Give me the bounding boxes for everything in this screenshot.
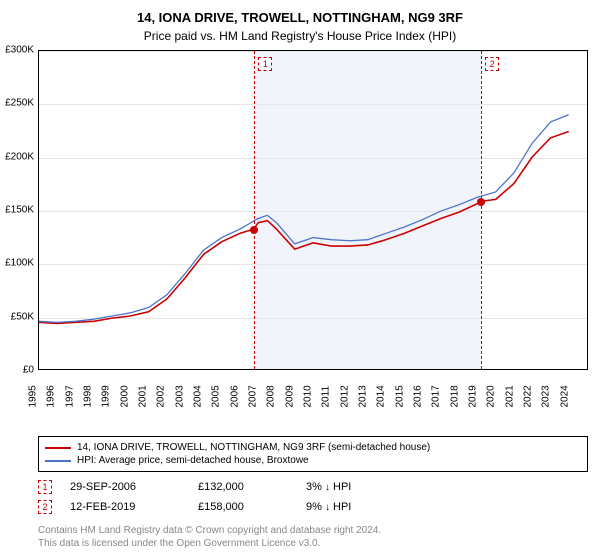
x-tick-label: 2008 bbox=[266, 385, 277, 407]
x-tick-label: 1996 bbox=[46, 385, 57, 407]
x-tick-label: 2012 bbox=[339, 385, 350, 407]
marker-label-2: 2 bbox=[485, 57, 499, 71]
sale-row-1: 1 29-SEP-2006 £132,000 3% ↓ HPI bbox=[38, 480, 588, 494]
x-tick-label: 2016 bbox=[413, 385, 424, 407]
x-tick-label: 2006 bbox=[229, 385, 240, 407]
x-tick-label: 2005 bbox=[211, 385, 222, 407]
legend-label-hpi: HPI: Average price, semi-detached house,… bbox=[77, 455, 309, 466]
x-tick-label: 1995 bbox=[28, 385, 39, 407]
y-tick-label: £300K bbox=[5, 45, 34, 56]
y-tick-label: £150K bbox=[5, 205, 34, 216]
x-tick-label: 2018 bbox=[449, 385, 460, 407]
x-tick-label: 2019 bbox=[468, 385, 479, 407]
x-tick-label: 2011 bbox=[321, 386, 332, 408]
x-tick-label: 2000 bbox=[119, 385, 130, 407]
x-tick-label: 2002 bbox=[156, 385, 167, 407]
sale-pct-2: 9% ↓ HPI bbox=[306, 501, 351, 513]
sale-dot-1 bbox=[250, 226, 258, 234]
chart-plot-area: 12 bbox=[38, 50, 588, 370]
y-tick-label: £250K bbox=[5, 98, 34, 109]
x-tick-label: 2003 bbox=[174, 385, 185, 407]
x-tick-label: 2007 bbox=[248, 385, 259, 407]
y-tick-label: £50K bbox=[11, 311, 34, 322]
footer-line-1: Contains HM Land Registry data © Crown c… bbox=[38, 524, 588, 537]
x-tick-label: 2017 bbox=[431, 385, 442, 407]
down-arrow-icon: ↓ bbox=[325, 482, 330, 493]
chart-subtitle: Price paid vs. HM Land Registry's House … bbox=[0, 25, 600, 43]
chart-lines-svg bbox=[39, 51, 587, 369]
y-tick-label: £200K bbox=[5, 151, 34, 162]
x-tick-label: 2013 bbox=[358, 385, 369, 407]
chart-title: 14, IONA DRIVE, TROWELL, NOTTINGHAM, NG9… bbox=[0, 0, 600, 25]
legend-swatch-property bbox=[45, 447, 71, 449]
y-tick-label: £0 bbox=[23, 365, 34, 376]
x-axis: 1995199619971998199920002001200220032004… bbox=[38, 374, 588, 404]
marker-line-2 bbox=[481, 51, 482, 369]
legend: 14, IONA DRIVE, TROWELL, NOTTINGHAM, NG9… bbox=[38, 436, 588, 472]
sale-date-1: 29-SEP-2006 bbox=[70, 481, 180, 493]
x-tick-label: 2009 bbox=[284, 385, 295, 407]
series-line-property bbox=[39, 132, 569, 324]
x-tick-label: 1998 bbox=[83, 385, 94, 407]
legend-row-hpi: HPI: Average price, semi-detached house,… bbox=[45, 454, 581, 467]
series-line-hpi bbox=[39, 115, 569, 323]
y-tick-label: £100K bbox=[5, 258, 34, 269]
x-tick-label: 2014 bbox=[376, 385, 387, 407]
x-tick-label: 1999 bbox=[101, 385, 112, 407]
sale-marker-1: 1 bbox=[38, 480, 52, 494]
marker-label-1: 1 bbox=[258, 57, 272, 71]
x-tick-label: 2024 bbox=[559, 385, 570, 407]
sale-pct-1: 3% ↓ HPI bbox=[306, 481, 351, 493]
footer: Contains HM Land Registry data © Crown c… bbox=[38, 524, 588, 550]
legend-row-property: 14, IONA DRIVE, TROWELL, NOTTINGHAM, NG9… bbox=[45, 441, 581, 454]
x-tick-label: 2004 bbox=[193, 385, 204, 407]
x-tick-label: 1997 bbox=[64, 385, 75, 407]
sale-dot-2 bbox=[477, 198, 485, 206]
x-tick-label: 2015 bbox=[394, 385, 405, 407]
down-arrow-icon: ↓ bbox=[325, 502, 330, 513]
x-tick-label: 2022 bbox=[523, 385, 534, 407]
sale-price-1: £132,000 bbox=[198, 481, 288, 493]
x-tick-label: 2020 bbox=[486, 385, 497, 407]
legend-label-property: 14, IONA DRIVE, TROWELL, NOTTINGHAM, NG9… bbox=[77, 442, 430, 453]
sale-marker-2: 2 bbox=[38, 500, 52, 514]
sale-price-2: £158,000 bbox=[198, 501, 288, 513]
y-axis: £0£50K£100K£150K£200K£250K£300K bbox=[0, 50, 38, 370]
x-tick-label: 2010 bbox=[303, 385, 314, 407]
x-tick-label: 2023 bbox=[541, 385, 552, 407]
sale-row-2: 2 12-FEB-2019 £158,000 9% ↓ HPI bbox=[38, 500, 588, 514]
marker-line-1 bbox=[254, 51, 255, 369]
footer-line-2: This data is licensed under the Open Gov… bbox=[38, 537, 588, 550]
x-tick-label: 2001 bbox=[138, 385, 149, 407]
sale-date-2: 12-FEB-2019 bbox=[70, 501, 180, 513]
x-tick-label: 2021 bbox=[504, 385, 515, 407]
legend-swatch-hpi bbox=[45, 460, 71, 462]
